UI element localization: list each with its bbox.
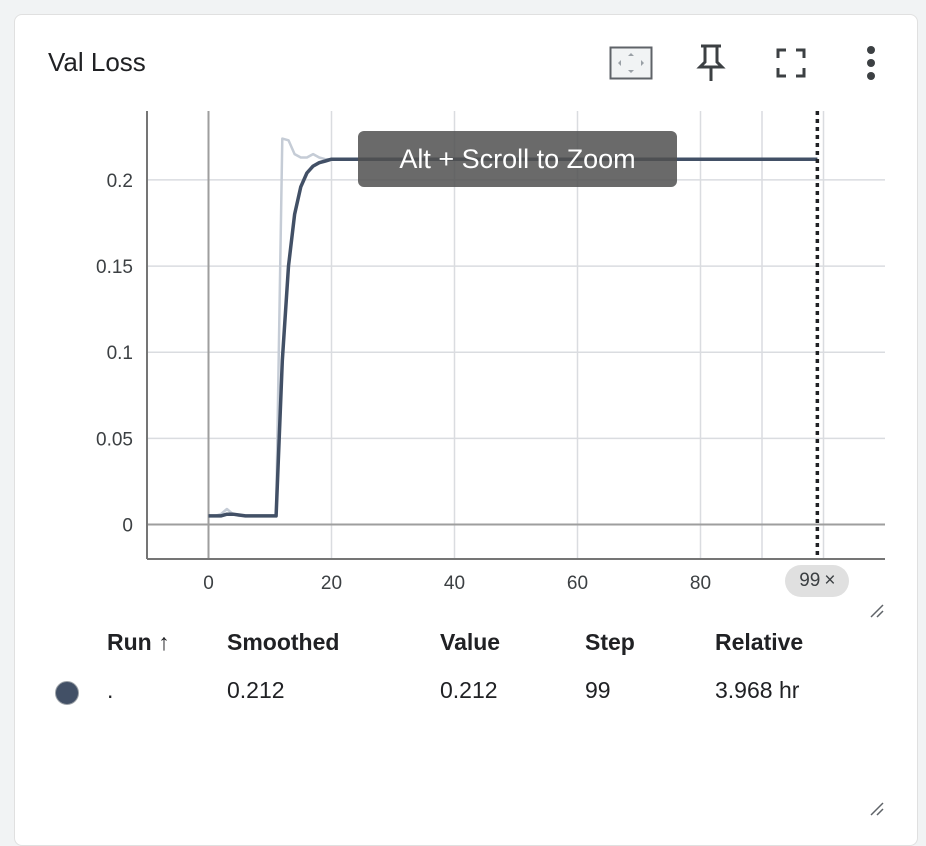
pin-button[interactable] [687, 43, 735, 83]
run-color-swatch [55, 681, 79, 705]
header-relative[interactable]: Relative [715, 629, 804, 655]
line-chart[interactable]: 0 20 40 60 80 0 0.05 0.1 0.15 0.2 [15, 15, 917, 615]
header-step[interactable]: Step [585, 629, 635, 655]
x-tick-label: 60 [567, 573, 588, 594]
header-smoothed[interactable]: Smoothed [227, 629, 340, 655]
step-cursor-label: 99 [799, 570, 821, 591]
y-tick-label: 0.2 [107, 171, 133, 192]
header-run[interactable]: Run ↑ [107, 629, 170, 655]
more-options-button[interactable] [847, 43, 895, 83]
y-tick-label: 0.05 [96, 429, 133, 450]
close-icon[interactable]: × [824, 570, 836, 591]
row-relative: 3.968 hr [715, 677, 800, 703]
header-value[interactable]: Value [440, 629, 501, 655]
fullscreen-button[interactable] [767, 43, 815, 83]
table-resize-handle-icon[interactable] [869, 801, 885, 817]
chart-title: Val Loss [48, 47, 146, 77]
resize-handle-icon[interactable] [869, 603, 885, 619]
y-tick-label: 0.15 [96, 257, 133, 278]
fit-domain-icon [609, 46, 653, 80]
y-tick-label: 0 [122, 516, 133, 537]
y-tick-label: 0.1 [107, 343, 133, 364]
fit-domain-button[interactable] [607, 43, 655, 83]
row-step: 99 [585, 677, 611, 703]
chart-card: Val Loss 0 20 40 60 80 0 0.05 0.1 0.15 0.2 Alt + … [14, 14, 918, 846]
smoothed-series-line [208, 157, 818, 518]
row-smoothed: 0.212 [227, 677, 285, 703]
x-tick-label: 40 [444, 573, 465, 594]
fullscreen-icon [776, 48, 806, 78]
more-vert-icon [867, 46, 875, 80]
pin-icon [696, 44, 726, 81]
row-value: 0.212 [440, 677, 498, 703]
x-tick-label: 20 [321, 573, 342, 594]
x-tick-label: 0 [203, 573, 214, 594]
row-run: . [107, 677, 114, 703]
zoom-hint-tooltip: Alt + Scroll to Zoom [358, 131, 677, 187]
step-cursor-chip[interactable]: 99 × [785, 565, 850, 597]
x-tick-label: 80 [690, 573, 711, 594]
